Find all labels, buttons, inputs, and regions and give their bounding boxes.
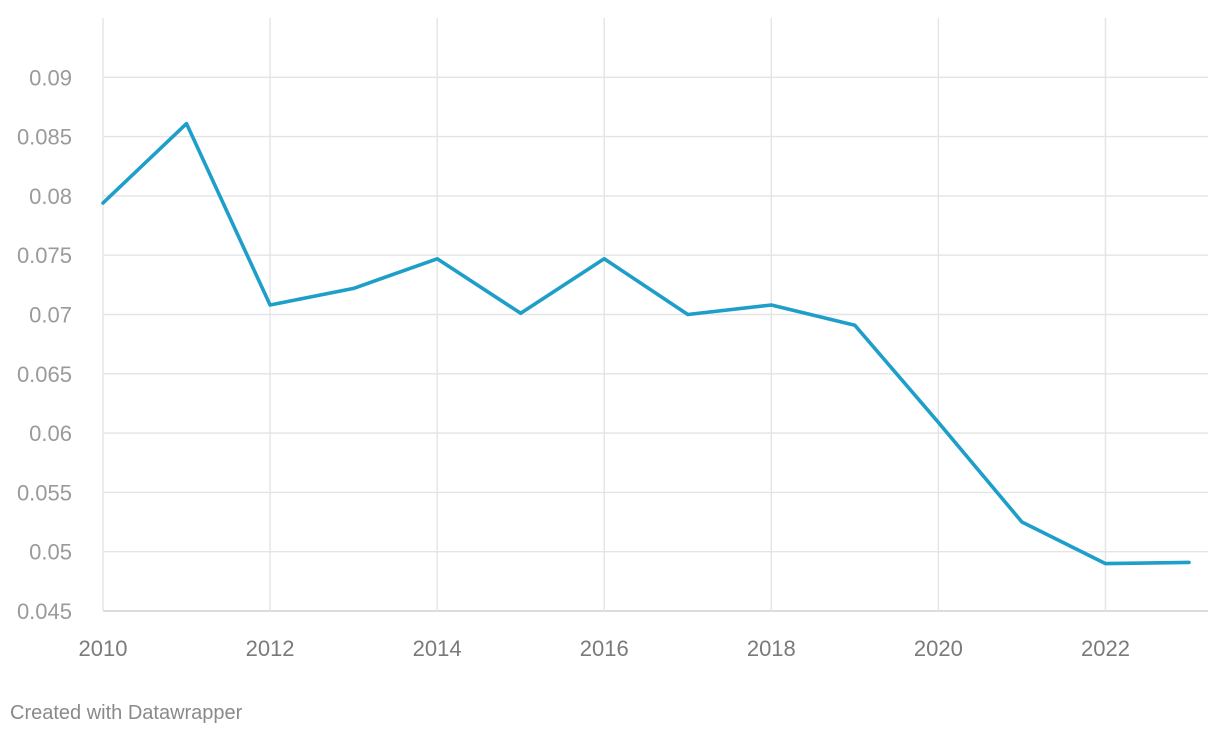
- x-tick-label: 2022: [1081, 636, 1130, 661]
- y-tick-label: 0.085: [17, 125, 72, 150]
- y-tick-label: 0.08: [29, 184, 72, 209]
- x-axis-tick-labels: 2010 2012 2014 2016 2018 2020 2022: [79, 636, 1130, 661]
- x-tick-label: 2018: [747, 636, 796, 661]
- y-tick-label: 0.05: [29, 540, 72, 565]
- y-axis-tick-labels: 0.045 0.05 0.055 0.06 0.065 0.07 0.075 0.08 0.08…: [17, 65, 72, 624]
- y-tick-label: 0.06: [29, 421, 72, 446]
- y-tick-label: 0.045: [17, 599, 72, 624]
- x-tick-label: 2016: [580, 636, 629, 661]
- credit-text: Created with Datawrapper: [10, 702, 243, 724]
- series-line: [101, 121, 1191, 566]
- chart-svg: 0.045 0.05 0.055 0.06 0.065 0.07 0.075 0.08 0.08…: [17, 18, 1208, 661]
- line-chart: 0.045 0.05 0.055 0.06 0.065 0.07 0.075 0.08 0.08…: [17, 18, 1208, 661]
- series-layer: [101, 121, 1191, 566]
- y-tick-label: 0.09: [29, 65, 72, 90]
- x-tick-label: 2012: [246, 636, 295, 661]
- x-tick-label: 2014: [413, 636, 462, 661]
- y-tick-label: 0.055: [17, 480, 72, 505]
- x-tick-label: 2010: [79, 636, 128, 661]
- horizontal-gridlines: [103, 76, 1208, 612]
- vertical-gridlines: [102, 18, 1107, 611]
- x-tick-label: 2020: [914, 636, 963, 661]
- y-tick-label: 0.075: [17, 243, 72, 268]
- y-tick-label: 0.07: [29, 303, 72, 328]
- y-tick-label: 0.065: [17, 362, 72, 387]
